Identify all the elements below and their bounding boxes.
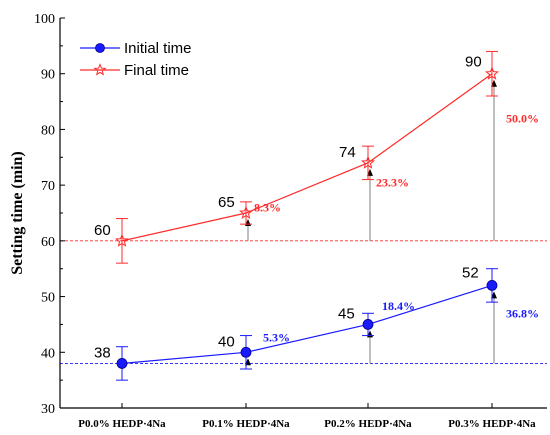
legend-label: Final time xyxy=(124,62,189,79)
legend-marker xyxy=(93,63,107,76)
series-line xyxy=(121,73,493,242)
x-tick-label: P0.3% HEDP·4Na xyxy=(448,418,536,430)
legend-marker xyxy=(95,43,105,53)
series-1 xyxy=(115,50,499,264)
increase-label: 18.4% xyxy=(382,299,415,313)
data-label: 38 xyxy=(94,344,111,361)
series-0 xyxy=(116,268,498,381)
y-tick-label: 70 xyxy=(41,179,55,194)
data-point xyxy=(362,319,374,330)
y-tick-label: 60 xyxy=(41,235,55,250)
y-tick-label: 30 xyxy=(41,402,55,417)
increase-label: 5.3% xyxy=(263,331,290,345)
y-tick-label: 100 xyxy=(34,12,55,27)
x-tick-label: P0.1% HEDP·4Na xyxy=(202,418,290,430)
data-label: 40 xyxy=(218,333,235,350)
data-label: 45 xyxy=(338,305,355,322)
data-label: 74 xyxy=(339,144,356,161)
data-point xyxy=(361,155,375,169)
y-tick-label: 80 xyxy=(41,123,55,138)
y-tick-label: 90 xyxy=(41,68,55,83)
increase-label: 50.0% xyxy=(506,111,539,125)
series-line xyxy=(121,284,493,365)
x-tick-label: P0.0% HEDP·4Na xyxy=(78,418,166,430)
data-point xyxy=(239,205,253,220)
data-point xyxy=(486,280,498,291)
x-tick-label: P0.2% HEDP·4Na xyxy=(324,418,412,430)
data-label: 60 xyxy=(94,222,111,239)
y-tick-label: 50 xyxy=(41,291,55,306)
increase-label: 36.8% xyxy=(506,306,539,320)
increase-label: 8.3% xyxy=(254,200,281,214)
data-label: 90 xyxy=(465,54,482,71)
increase-label: 23.3% xyxy=(376,175,409,189)
data-point xyxy=(240,346,252,358)
data-label: 52 xyxy=(462,264,479,281)
legend-label: Initial time xyxy=(124,40,192,57)
data-point xyxy=(115,233,129,247)
y-axis-title: Setting time (min) xyxy=(9,151,26,275)
data-label: 65 xyxy=(218,194,235,211)
y-tick-label: 40 xyxy=(41,346,55,361)
data-point xyxy=(485,66,499,80)
data-point xyxy=(116,358,128,369)
